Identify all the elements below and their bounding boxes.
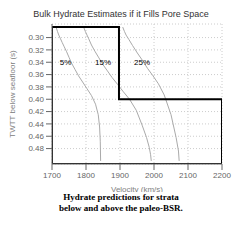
svg-text:0.34: 0.34 bbox=[28, 58, 44, 67]
svg-text:2200: 2200 bbox=[213, 171, 231, 180]
svg-text:0.38: 0.38 bbox=[28, 83, 44, 92]
html-text:Hydrate predictions for strata: Hydrate predictions for strata below and… bbox=[59, 192, 183, 213]
svg-text:TWTT below seafloor (s): TWTT below seafloor (s) bbox=[8, 50, 17, 138]
svg-text:1700: 1700 bbox=[43, 171, 61, 180]
svg-text:0.48: 0.48 bbox=[28, 144, 44, 153]
svg-text:0.36: 0.36 bbox=[28, 70, 44, 79]
svg-text:1800: 1800 bbox=[77, 171, 95, 180]
svg-text:5%: 5% bbox=[60, 58, 72, 67]
svg-text:0.44: 0.44 bbox=[28, 120, 44, 129]
html-text:Bulk Hydrate Estimates if it F: Bulk Hydrate Estimates if it Fills Pore … bbox=[33, 9, 209, 19]
svg-text:0.30: 0.30 bbox=[28, 33, 44, 42]
svg-text:2100: 2100 bbox=[179, 171, 197, 180]
svg-text:2000: 2000 bbox=[145, 171, 163, 180]
svg-text:0.32: 0.32 bbox=[28, 46, 44, 55]
svg-text:15%: 15% bbox=[95, 58, 111, 67]
svg-text:0.42: 0.42 bbox=[28, 107, 44, 116]
svg-text:Velocity (km/s): Velocity (km/s) bbox=[111, 185, 163, 192]
svg-text:0.46: 0.46 bbox=[28, 132, 44, 141]
svg-text:25%: 25% bbox=[134, 58, 150, 67]
svg-text:1900: 1900 bbox=[111, 171, 129, 180]
svg-text:0.40: 0.40 bbox=[28, 95, 44, 104]
